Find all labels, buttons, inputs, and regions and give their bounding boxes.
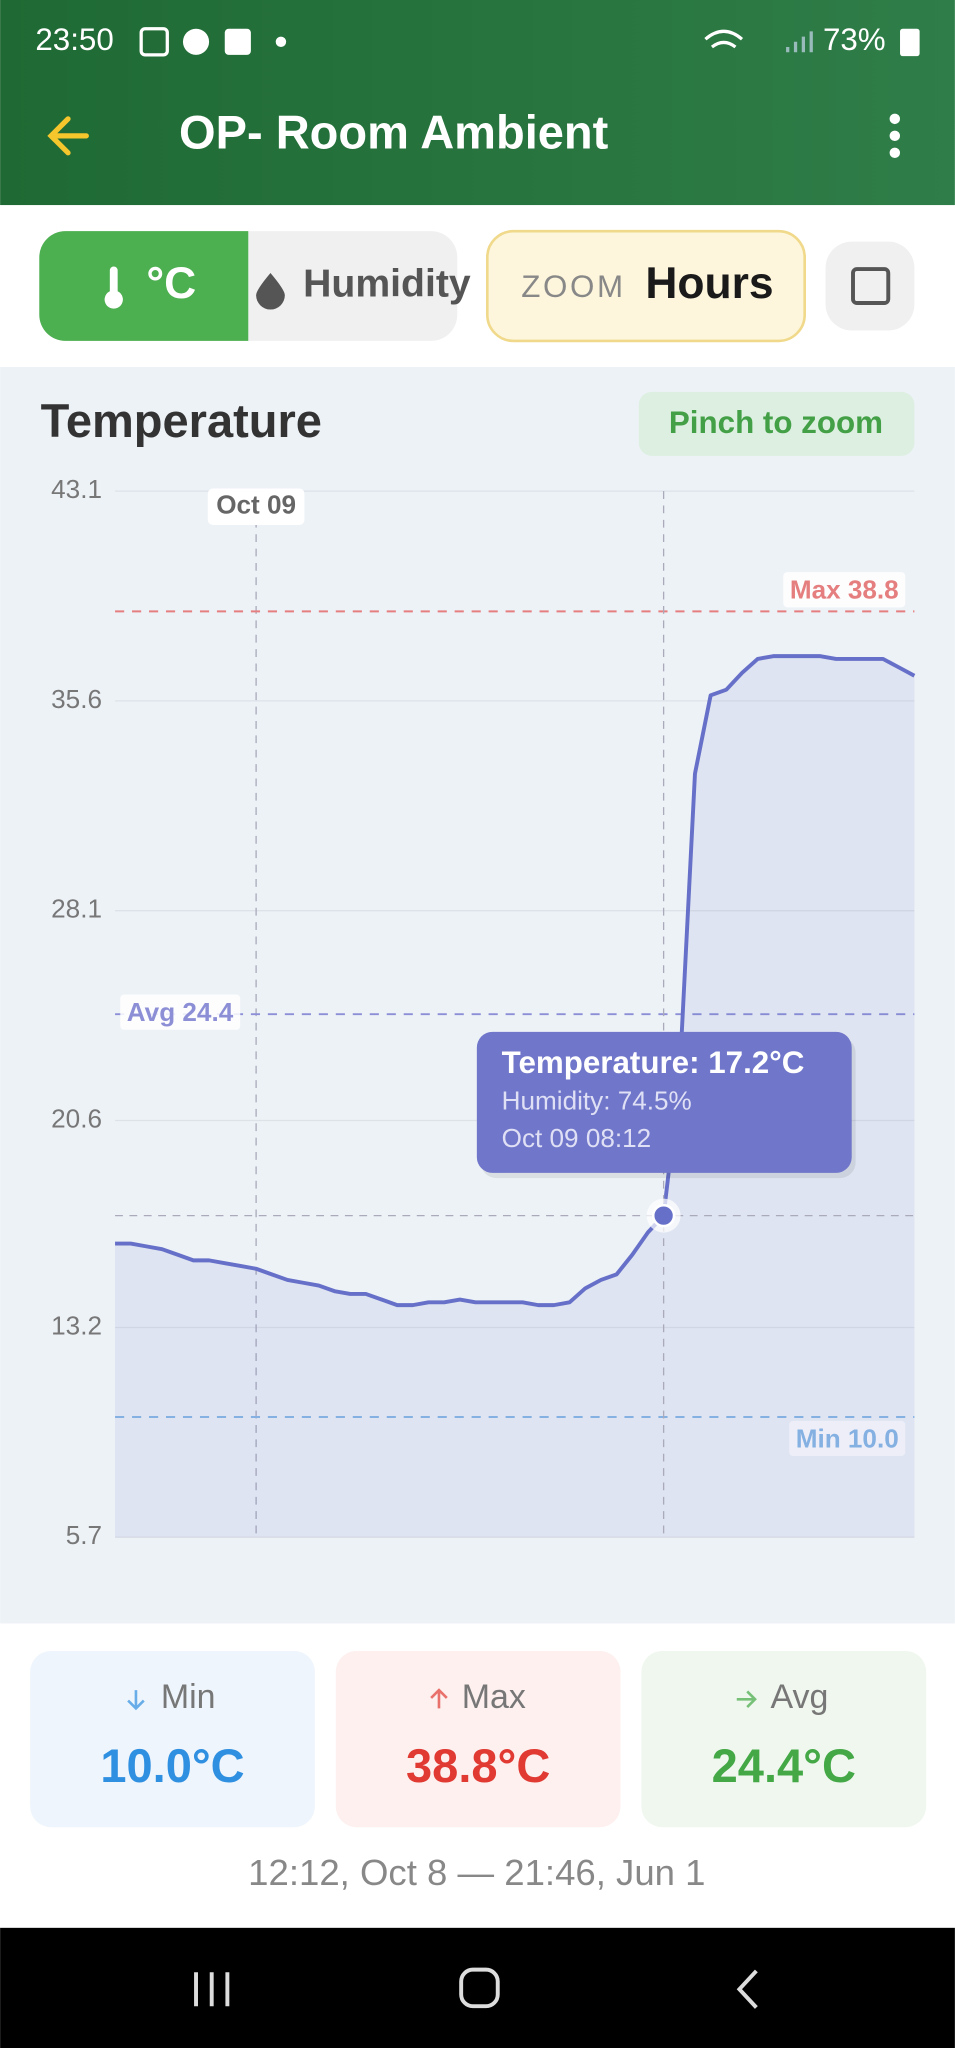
tooltip-line: Temperature: 17.2°C — [502, 1045, 805, 1080]
status-icon — [275, 36, 287, 48]
status-icon — [182, 28, 210, 55]
ref-label-bg — [120, 994, 241, 1030]
hover-point — [651, 1203, 676, 1228]
humidity-tab[interactable]: Humidity — [303, 262, 471, 305]
y-tick-label: 5.7 — [66, 1520, 102, 1550]
line — [115, 654, 916, 1308]
ref-label-bg — [783, 572, 906, 608]
app-bar — [0, 0, 955, 206]
status-time: 23:50 — [35, 22, 113, 57]
zoom-badge — [638, 391, 915, 456]
stat-label: Min — [161, 1678, 216, 1716]
plot: 5.7 13.2 20.6 28.1 35.6 43.1 Oct 09 Max 38.8 Avg… — [51, 474, 916, 1550]
zoom-value: Hours — [645, 259, 773, 308]
wifi-icon — [704, 29, 744, 49]
battery-text: 73% — [823, 22, 886, 57]
unit-tab[interactable] — [39, 231, 249, 341]
date-range: 12:12, Oct 8 — 21:46, Jun 1 — [248, 1852, 705, 1893]
nav-back[interactable] — [736, 1969, 758, 2009]
tooltip-line: Humidity: 74.5% — [502, 1085, 692, 1115]
zoom-label: ZOOM — [521, 269, 625, 304]
nav-home[interactable] — [459, 1967, 500, 2009]
y-tick-label: 43.1 — [51, 474, 102, 504]
nav-bar — [0, 1927, 955, 2048]
date-marker-label: Oct 09 — [216, 490, 296, 520]
stat-arrow — [430, 1688, 448, 1709]
stat-arrow — [736, 1690, 757, 1709]
menu-button[interactable] — [889, 113, 901, 159]
drop-icon — [256, 272, 285, 310]
stat-value: 38.8°C — [406, 1739, 550, 1792]
thermometer-icon — [104, 266, 123, 309]
tooltip-line: Oct 09 08:12 — [502, 1123, 652, 1153]
status-icon — [224, 28, 251, 55]
stat-label: Avg — [771, 1678, 829, 1716]
area — [115, 656, 915, 1538]
ref-line-label: Avg 24.4 — [127, 997, 234, 1027]
zoom-badge-text: Pinch to zoom — [669, 405, 883, 440]
stat-card — [641, 1650, 927, 1828]
nav-recent[interactable] — [194, 1972, 230, 2007]
zoom-button[interactable] — [485, 229, 806, 343]
stat-value: 24.4°C — [712, 1739, 856, 1792]
date-marker-box — [207, 488, 305, 526]
signal-icon — [786, 31, 813, 53]
chart-title: Temperature — [41, 394, 322, 447]
calendar-icon — [851, 267, 891, 305]
ref-line-label: Min 10.0 — [796, 1423, 899, 1453]
y-tick-label: 13.2 — [51, 1310, 102, 1340]
stat-card — [30, 1650, 315, 1828]
stat-card — [335, 1650, 621, 1828]
stats: Min 10.0°C Max 38.8°C Avg 24.4°C — [30, 1650, 927, 1828]
y-tick-label: 20.6 — [51, 1103, 102, 1133]
y-tick-label: 35.6 — [51, 684, 102, 714]
stat-value: 10.0°C — [100, 1739, 244, 1792]
stat-label: Max — [462, 1678, 526, 1716]
app-title: OP- Room Ambient — [179, 105, 609, 158]
back-button[interactable] — [47, 116, 89, 156]
stat-arrow — [127, 1690, 145, 1711]
calendar-button[interactable] — [825, 241, 915, 331]
y-tick-label: 28.1 — [51, 894, 102, 924]
battery-icon — [900, 28, 920, 57]
ref-label-bg — [789, 1420, 906, 1457]
status-icon — [139, 27, 169, 57]
tooltip — [476, 1031, 852, 1173]
unit-tab-label: °C — [146, 259, 196, 308]
ref-line-label: Max 38.8 — [790, 575, 899, 605]
